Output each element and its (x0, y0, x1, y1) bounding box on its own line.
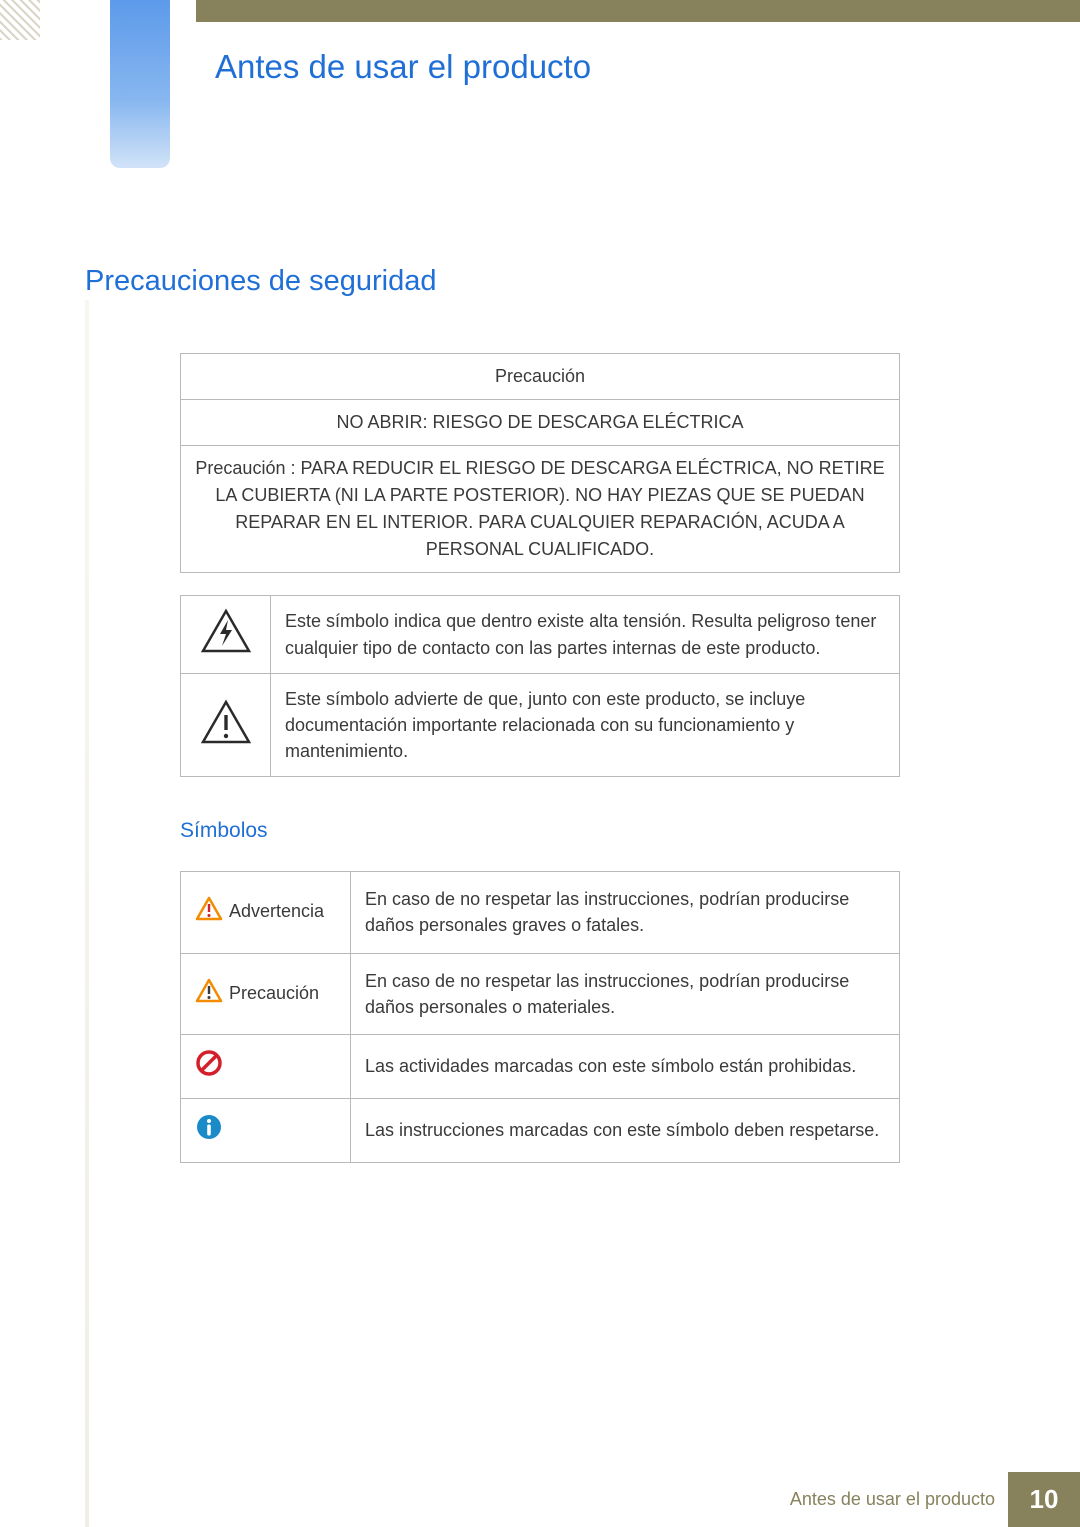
hazard-symbol-table: Este símbolo indica que dentro existe al… (180, 595, 900, 777)
prohibited-icon-cell (181, 1034, 351, 1098)
high-voltage-description: Este símbolo indica que dentro existe al… (271, 596, 900, 674)
mandatory-description: Las instrucciones marcadas con este símb… (351, 1098, 900, 1162)
table-row: Las instrucciones marcadas con este símb… (181, 1098, 900, 1162)
precaution-box-table: Precaución NO ABRIR: RIESGO DE DESCARGA … (180, 353, 900, 573)
footer: Antes de usar el producto 10 (0, 1472, 1080, 1527)
chapter-title: Antes de usar el producto (215, 48, 591, 86)
footer-chapter-text: Antes de usar el producto (790, 1472, 995, 1527)
mandatory-icon-cell (181, 1098, 351, 1162)
corner-hatch-decoration (0, 0, 40, 40)
page-content: Precauciones de seguridad Precaución NO … (85, 265, 995, 1163)
high-voltage-icon-cell (181, 596, 271, 674)
prohibited-circle-icon (195, 1049, 223, 1077)
warning-red-triangle-icon (195, 896, 223, 921)
table-row: Las actividades marcadas con este símbol… (181, 1034, 900, 1098)
table-row: Precaución En caso de no respetar las in… (181, 953, 900, 1034)
prohibited-description: Las actividades marcadas con este símbol… (351, 1034, 900, 1098)
table-row: Advertencia En caso de no respetar las i… (181, 872, 900, 953)
documentation-description: Este símbolo advierte de que, junto con … (271, 674, 900, 777)
warning-label-cell: Advertencia (181, 872, 351, 953)
mandatory-info-icon (195, 1113, 223, 1141)
precaution-label: Precaución (181, 354, 900, 400)
page-number: 10 (1008, 1472, 1080, 1527)
documentation-icon-cell (181, 674, 271, 777)
section-title: Precauciones de seguridad (85, 265, 995, 298)
warning-description: En caso de no respetar las instrucciones… (351, 872, 900, 953)
high-voltage-triangle-icon (200, 608, 252, 654)
caution-orange-triangle-icon (195, 978, 223, 1003)
caution-label-cell: Precaución (181, 953, 351, 1034)
top-bar (196, 0, 1080, 22)
precaution-full-text: Precaución : PARA REDUCIR EL RIESGO DE D… (181, 446, 900, 573)
table-row: Este símbolo indica que dentro existe al… (181, 596, 900, 674)
warning-label-text: Advertencia (229, 901, 324, 921)
precaution-no-open: NO ABRIR: RIESGO DE DESCARGA ELÉCTRICA (181, 400, 900, 446)
documentation-triangle-icon (200, 699, 252, 745)
blue-side-tab (110, 0, 170, 168)
symbols-meaning-table: Advertencia En caso de no respetar las i… (180, 871, 900, 1163)
caution-label-text: Precaución (229, 982, 319, 1002)
subsection-title: Símbolos (85, 819, 995, 843)
caution-description: En caso de no respetar las instrucciones… (351, 953, 900, 1034)
table-row: Este símbolo advierte de que, junto con … (181, 674, 900, 777)
